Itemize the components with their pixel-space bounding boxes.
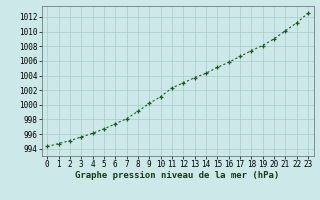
X-axis label: Graphe pression niveau de la mer (hPa): Graphe pression niveau de la mer (hPa) [76, 171, 280, 180]
